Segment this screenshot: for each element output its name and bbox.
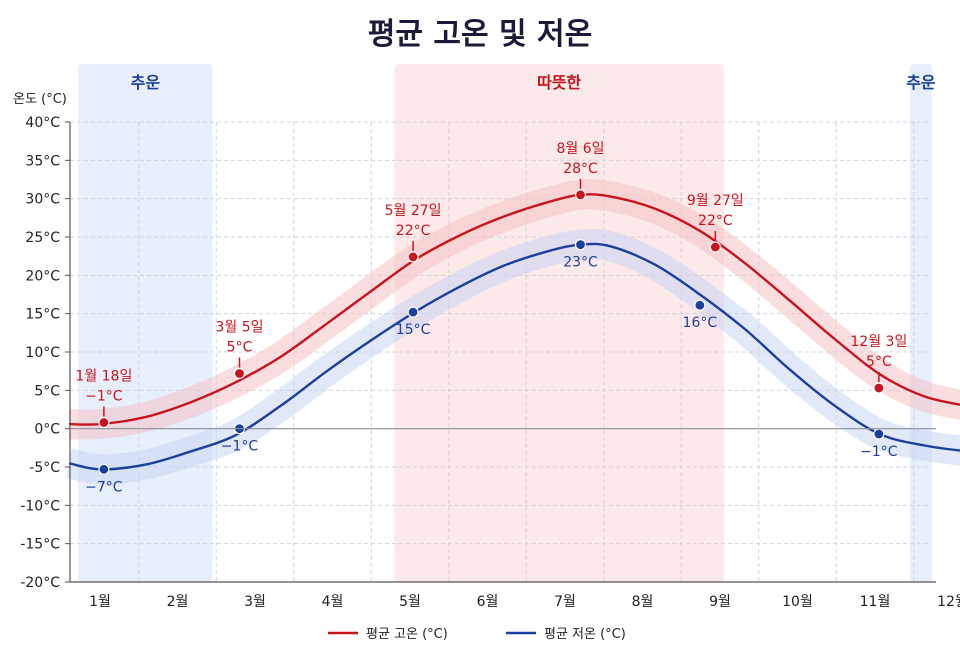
season-band-2 <box>909 64 932 582</box>
x-tick-label-0: 1월 <box>89 594 111 610</box>
season-band-label-0: 추운 <box>131 73 161 92</box>
legend-label-high: 평균 고온 (°C) <box>366 627 448 642</box>
y-tick-label-10: -10°C <box>20 498 60 514</box>
annotation-point-5 <box>873 382 885 394</box>
annotation-label-4-0: 9월 27일 <box>687 193 744 209</box>
annotation-label-3-0: 8월 6일 <box>556 141 604 157</box>
y-tick-label-5: 15°C <box>25 307 60 323</box>
y-tick-label-12: -20°C <box>20 575 60 591</box>
axes: 40°C 35°C 30°C 25°C 20°C 15°C 10°C 5°C 0°C -5°C -1… <box>20 115 960 610</box>
annotation-label-5-0: 12월 3일 <box>850 334 907 350</box>
annotation-point-2 <box>407 251 419 263</box>
x-tick-label-1: 2월 <box>167 594 189 610</box>
x-tick-label-7: 8월 <box>632 594 654 610</box>
season-band-0 <box>78 64 213 582</box>
y-tick-label-7: 5°C <box>34 383 60 399</box>
annotation-point-8 <box>407 306 419 318</box>
annotation-label-5-1: 5°C <box>866 354 892 370</box>
annotation-label-10-0: 16°C <box>683 315 718 331</box>
season-band-label-2: 추운 <box>906 73 936 92</box>
annotation-points: 1월 18일 −1°C 3월 5일 5°C 5월 27일 22°C 8월 6일 28°C 9월 … <box>75 141 907 495</box>
chart-title: 평균 고온 및 저온 <box>368 17 593 52</box>
annotation-point-1 <box>233 367 246 380</box>
series-lines <box>68 193 960 471</box>
y-tick-label-1: 35°C <box>25 153 60 169</box>
annotation-label-1-0: 3월 5일 <box>215 319 263 335</box>
annotation-label-9-0: 23°C <box>563 255 598 271</box>
x-tick-label-5: 6월 <box>477 594 499 610</box>
annotation-point-3 <box>574 189 587 201</box>
annotation-point-0 <box>98 416 110 429</box>
annotation-label-2-1: 22°C <box>396 223 431 239</box>
x-tick-label-11: 12월 <box>937 594 960 610</box>
y-axis-label: 온도 (°C) <box>13 92 67 107</box>
annotation-label-0-0: 1월 18일 <box>75 369 132 385</box>
y-tick-label-9: -5°C <box>29 460 60 476</box>
annotation-label-0-1: −1°C <box>85 389 123 405</box>
annotation-label-2-0: 5월 27일 <box>385 203 442 219</box>
y-tick-label-3: 25°C <box>25 230 60 246</box>
annotation-point-10 <box>694 299 706 311</box>
legend: 평균 고온 (°C) 평균 저온 (°C) <box>328 627 626 642</box>
x-tick-label-9: 10월 <box>782 594 813 610</box>
series-line-0 <box>68 193 960 426</box>
y-tick-label-0: 40°C <box>25 115 60 131</box>
y-tick-label-8: 0°C <box>34 422 60 438</box>
x-tick-label-8: 9월 <box>709 594 731 610</box>
x-tick-label-6: 7월 <box>554 594 576 610</box>
annotation-label-4-1: 22°C <box>698 213 733 229</box>
x-tick-label-3: 4월 <box>322 594 344 610</box>
annotation-label-8-0: 15°C <box>396 322 431 338</box>
legend-label-low: 평균 저온 (°C) <box>544 627 626 642</box>
y-tick-label-6: 10°C <box>25 345 60 361</box>
annotation-point-11 <box>873 428 885 440</box>
series-line-1 <box>68 242 960 471</box>
y-tick-label-4: 20°C <box>25 268 60 284</box>
annotation-label-1-1: 5°C <box>227 339 253 355</box>
annotation-label-7-0: −1°C <box>221 439 259 455</box>
annotation-point-9 <box>574 239 587 251</box>
annotation-point-4 <box>709 241 721 253</box>
season-band-label-1: 따뜻한 <box>537 73 581 92</box>
annotation-point-6 <box>98 463 110 475</box>
x-tick-label-2: 3월 <box>244 594 266 610</box>
annotation-label-11-0: −1°C <box>860 444 898 460</box>
annotation-label-3-1: 28°C <box>563 161 598 177</box>
x-tick-label-4: 5월 <box>399 594 421 610</box>
y-tick-label-11: -15°C <box>20 537 60 553</box>
y-tick-label-2: 30°C <box>25 192 60 208</box>
x-tick-label-10: 11월 <box>860 594 891 610</box>
annotation-label-6-0: −7°C <box>85 479 123 495</box>
